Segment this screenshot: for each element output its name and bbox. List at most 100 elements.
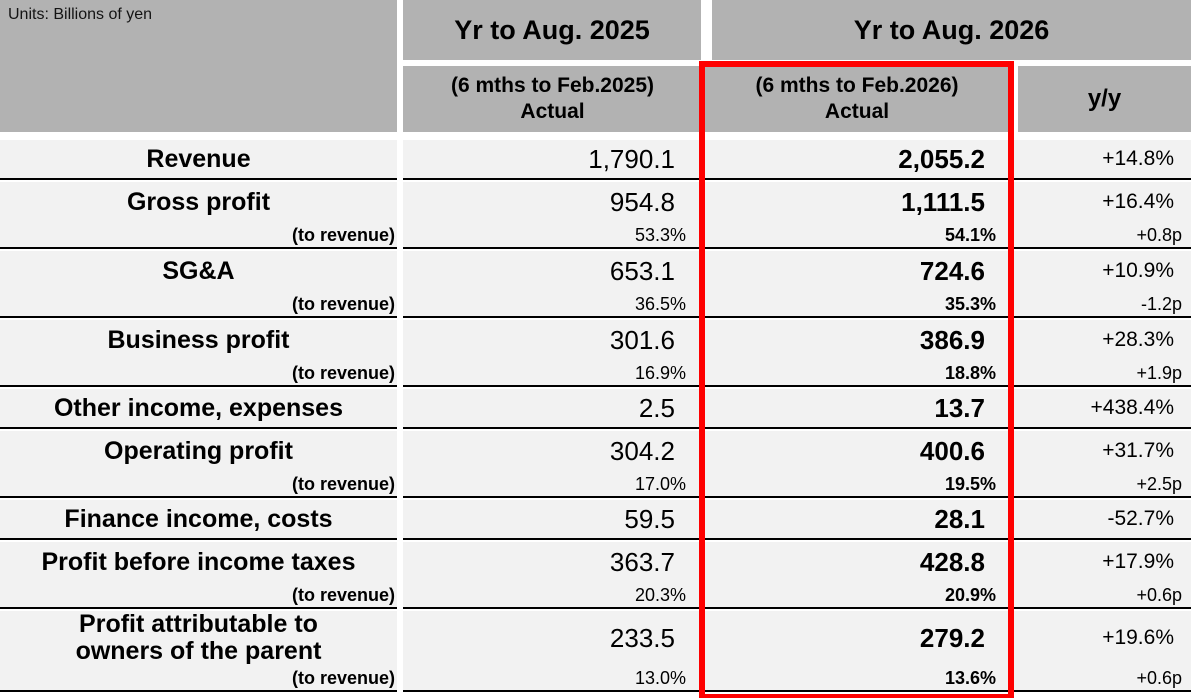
pct-2026: 18.8% <box>944 363 996 383</box>
cell-2026: 28.1 <box>702 500 1012 540</box>
value-2026: 1,111.5 <box>901 186 985 217</box>
value-2026: 428.8 <box>919 546 985 577</box>
subheader-2025-period: (6 mths to Feb.2025) <box>450 74 655 97</box>
cell-2025: 1,790.1 <box>403 140 702 180</box>
row-pct-label: (to revenue) <box>291 668 395 688</box>
value-2025: 363.7 <box>609 546 675 577</box>
cell-yoy: +17.9% +0.6p <box>1012 542 1191 609</box>
cell-2026: 279.2 13.6% <box>702 611 1012 692</box>
cell-2025: 304.2 17.0% <box>403 431 702 498</box>
table-row: Gross profit (to revenue) 954.8 53.3% 1,… <box>0 182 1191 249</box>
row-label-cell: Operating profit (to revenue) <box>0 431 397 498</box>
value-2025: 954.8 <box>609 186 675 217</box>
row-label-cell: Revenue <box>0 140 397 180</box>
cell-yoy: +438.4% <box>1012 389 1191 429</box>
value-yoy: +438.4% <box>1090 396 1175 419</box>
value-2026: 724.6 <box>919 255 985 286</box>
cell-yoy: +31.7% +2.5p <box>1012 431 1191 498</box>
col-subheader-2026-actual: (6 mths to Feb.2026) Actual <box>702 66 1012 132</box>
cell-2026: 428.8 20.9% <box>702 542 1012 609</box>
value-2026: 279.2 <box>919 622 985 653</box>
pct-2026: 13.6% <box>944 668 996 688</box>
pct-yoy: +0.6p <box>1136 668 1182 688</box>
cell-2025: 2.5 <box>403 389 702 429</box>
value-2025: 59.5 <box>624 503 675 534</box>
cell-yoy: +16.4% +0.8p <box>1012 182 1191 249</box>
value-2026: 400.6 <box>919 435 985 466</box>
cell-2025: 59.5 <box>403 500 702 540</box>
units-label: Units: Billions of yen <box>0 0 397 132</box>
col-header-yoy: y/y <box>1018 66 1191 132</box>
value-2026: 386.9 <box>919 324 985 355</box>
table-row: Profit before income taxes (to revenue) … <box>0 542 1191 609</box>
row-label-cell: Profit before income taxes (to revenue) <box>0 542 397 609</box>
pct-yoy: +0.8p <box>1136 225 1182 245</box>
subheader-2026-actual: Actual <box>824 100 890 123</box>
subheader-2026-period: (6 mths to Feb.2026) <box>755 74 959 97</box>
value-2025: 233.5 <box>609 622 675 653</box>
value-yoy: +28.3% <box>1102 328 1174 351</box>
value-2025: 304.2 <box>609 435 675 466</box>
cell-yoy: -52.7% <box>1012 500 1191 540</box>
subheader-2025-actual: Actual <box>520 100 585 123</box>
col-header-fy2026: Yr to Aug. 2026 <box>712 0 1191 60</box>
row-label: Business profit <box>107 325 290 354</box>
pct-yoy: -1.2p <box>1140 294 1182 314</box>
value-yoy: -52.7% <box>1107 507 1174 530</box>
row-label-cell: SG&A (to revenue) <box>0 251 397 318</box>
pct-2025: 20.3% <box>634 585 686 605</box>
row-label-line2: owners of the parent <box>75 637 322 665</box>
pct-yoy: +2.5p <box>1136 474 1182 494</box>
value-2025: 2.5 <box>638 392 675 423</box>
row-pct-label: (to revenue) <box>291 585 395 605</box>
row-label-cell: Other income, expenses <box>0 389 397 429</box>
row-label: Gross profit <box>126 187 271 216</box>
value-yoy: +14.8% <box>1102 147 1174 170</box>
value-2025: 301.6 <box>609 324 675 355</box>
row-label-cell: Profit attributable to owners of the par… <box>0 611 397 692</box>
pct-yoy: +1.9p <box>1136 363 1182 383</box>
row-label: Finance income, costs <box>64 504 333 533</box>
table-row: Business profit (to revenue) 301.6 16.9%… <box>0 320 1191 387</box>
pct-2025: 16.9% <box>634 363 686 383</box>
pct-2025: 36.5% <box>634 294 686 314</box>
table-row: Other income, expenses 2.5 13.7 +438.4% <box>0 389 1191 429</box>
row-label: Profit before income taxes <box>41 547 356 576</box>
col-header-fy2025: Yr to Aug. 2025 <box>403 0 701 60</box>
pct-2026: 35.3% <box>944 294 996 314</box>
row-label-cell: Business profit (to revenue) <box>0 320 397 387</box>
cell-yoy: +14.8% <box>1012 140 1191 180</box>
table-body: Revenue 1,790.1 2,055.2 +14.8% Gross pro… <box>0 140 1191 692</box>
cell-2025: 301.6 16.9% <box>403 320 702 387</box>
value-yoy: +10.9% <box>1102 259 1174 282</box>
row-pct-label: (to revenue) <box>291 474 395 494</box>
row-pct-label: (to revenue) <box>291 225 395 245</box>
row-label-cell: Finance income, costs <box>0 500 397 540</box>
value-2026: 2,055.2 <box>898 143 985 174</box>
value-yoy: +19.6% <box>1102 626 1174 649</box>
row-label-cell: Gross profit (to revenue) <box>0 182 397 249</box>
pct-2025: 13.0% <box>634 668 686 688</box>
cell-2026: 13.7 <box>702 389 1012 429</box>
cell-2025: 233.5 13.0% <box>403 611 702 692</box>
col-subheader-2025-actual: (6 mths to Feb.2025) Actual <box>403 66 702 132</box>
cell-2026: 724.6 35.3% <box>702 251 1012 318</box>
value-2025: 1,790.1 <box>588 143 675 174</box>
pct-2026: 20.9% <box>944 585 996 605</box>
cell-2026: 2,055.2 <box>702 140 1012 180</box>
pct-yoy: +0.6p <box>1136 585 1182 605</box>
value-2025: 653.1 <box>609 255 675 286</box>
table-row: Operating profit (to revenue) 304.2 17.0… <box>0 431 1191 498</box>
value-yoy: +16.4% <box>1102 190 1174 213</box>
table-row: Finance income, costs 59.5 28.1 -52.7% <box>0 500 1191 540</box>
cell-yoy: +28.3% +1.9p <box>1012 320 1191 387</box>
row-label: Operating profit <box>104 436 293 465</box>
cell-2025: 363.7 20.3% <box>403 542 702 609</box>
row-label: Revenue <box>146 144 251 173</box>
cell-2026: 400.6 19.5% <box>702 431 1012 498</box>
cell-2025: 954.8 53.3% <box>403 182 702 249</box>
value-2026: 28.1 <box>934 503 985 534</box>
row-pct-label: (to revenue) <box>291 363 395 383</box>
cell-2026: 1,111.5 54.1% <box>702 182 1012 249</box>
